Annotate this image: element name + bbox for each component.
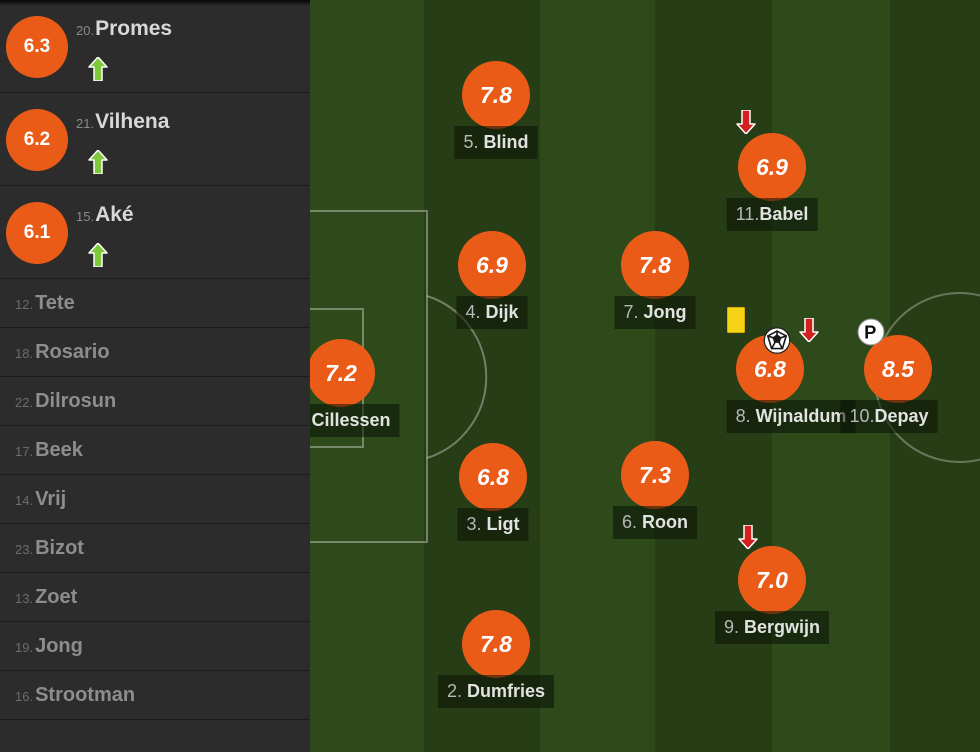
svg-text:P: P <box>864 321 876 342</box>
